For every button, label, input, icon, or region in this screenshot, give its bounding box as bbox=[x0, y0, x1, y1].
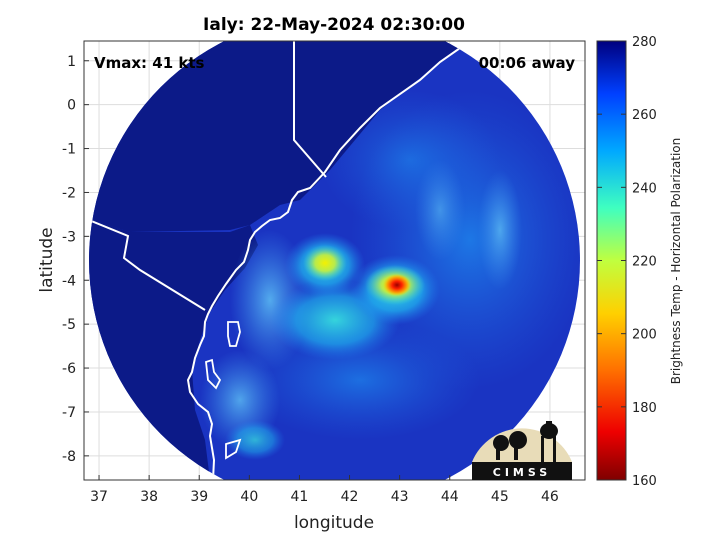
border-west bbox=[89, 217, 206, 311]
island-1 bbox=[227, 321, 241, 347]
x-tick-label: 46 bbox=[541, 489, 559, 505]
colorbar-title: Brightness Temp - Horizontal Polarizatio… bbox=[669, 138, 683, 385]
swath-image bbox=[89, 41, 580, 480]
plot-frame bbox=[83, 40, 586, 481]
x-tick-label: 39 bbox=[190, 489, 208, 505]
colorbar-tick-label: 180 bbox=[632, 401, 657, 416]
rain-band-yellow-west bbox=[303, 245, 347, 281]
time-away-label: 00:06 away bbox=[479, 54, 576, 72]
svg-text:CIMSS: CIMSS bbox=[493, 466, 551, 479]
colorbar-tick-label: 240 bbox=[632, 181, 657, 196]
colorbar-tick-label: 280 bbox=[632, 35, 657, 50]
x-tick-label: 40 bbox=[240, 489, 258, 505]
y-axis-title: latitude bbox=[37, 227, 57, 292]
y-tick-label: -6 bbox=[62, 361, 76, 377]
storm-core bbox=[383, 274, 411, 296]
vmax-label: Vmax: 41 kts bbox=[94, 54, 204, 72]
colorbar-tick-label: 260 bbox=[632, 108, 657, 123]
colorbar-tick-label: 200 bbox=[632, 328, 657, 343]
island-2 bbox=[205, 358, 222, 390]
cimss-logo: CIMSS bbox=[472, 421, 572, 480]
colorbar-ticks: 280 260 240 220 200 180 160 bbox=[597, 35, 657, 489]
x-tick-label: 38 bbox=[140, 489, 158, 505]
y-tick-label: -3 bbox=[62, 229, 76, 245]
border-north bbox=[293, 41, 327, 178]
y-tick-label: -4 bbox=[62, 273, 76, 289]
colorbar-tick-label: 220 bbox=[632, 255, 657, 270]
y-tick-label: -8 bbox=[62, 449, 76, 465]
x-axis-title: longitude bbox=[294, 513, 374, 533]
outer-band-east bbox=[478, 170, 522, 290]
y-tick-label: -7 bbox=[62, 405, 76, 421]
x-tick-label: 43 bbox=[391, 489, 409, 505]
y-tick-label: -5 bbox=[62, 317, 76, 333]
y-tick-label: -1 bbox=[62, 142, 76, 158]
x-tick-label: 42 bbox=[341, 489, 359, 505]
y-axis: 1 0 -1 -2 -3 -4 -5 -6 -7 -8 bbox=[62, 54, 89, 465]
x-tick-label: 45 bbox=[491, 489, 509, 505]
colorbar-tick-label: 160 bbox=[632, 474, 657, 489]
land-north bbox=[89, 41, 470, 232]
outer-band-ne bbox=[415, 160, 465, 260]
y-tick-label: 1 bbox=[67, 54, 76, 70]
x-tick-label: 44 bbox=[441, 489, 459, 505]
x-tick-label: 37 bbox=[90, 489, 108, 505]
y-tick-label: -2 bbox=[62, 185, 76, 201]
chart-title: Ialy: 22-May-2024 02:30:00 bbox=[203, 15, 465, 35]
y-tick-label: 0 bbox=[67, 98, 76, 114]
coastal-band-3 bbox=[225, 420, 285, 460]
island-3 bbox=[225, 438, 242, 460]
x-tick-label: 41 bbox=[291, 489, 309, 505]
coastline bbox=[186, 41, 471, 480]
